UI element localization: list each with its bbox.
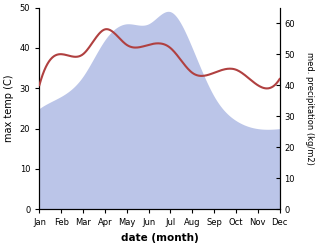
Y-axis label: med. precipitation (kg/m2): med. precipitation (kg/m2): [305, 52, 314, 165]
Y-axis label: max temp (C): max temp (C): [4, 75, 14, 142]
X-axis label: date (month): date (month): [121, 233, 198, 243]
